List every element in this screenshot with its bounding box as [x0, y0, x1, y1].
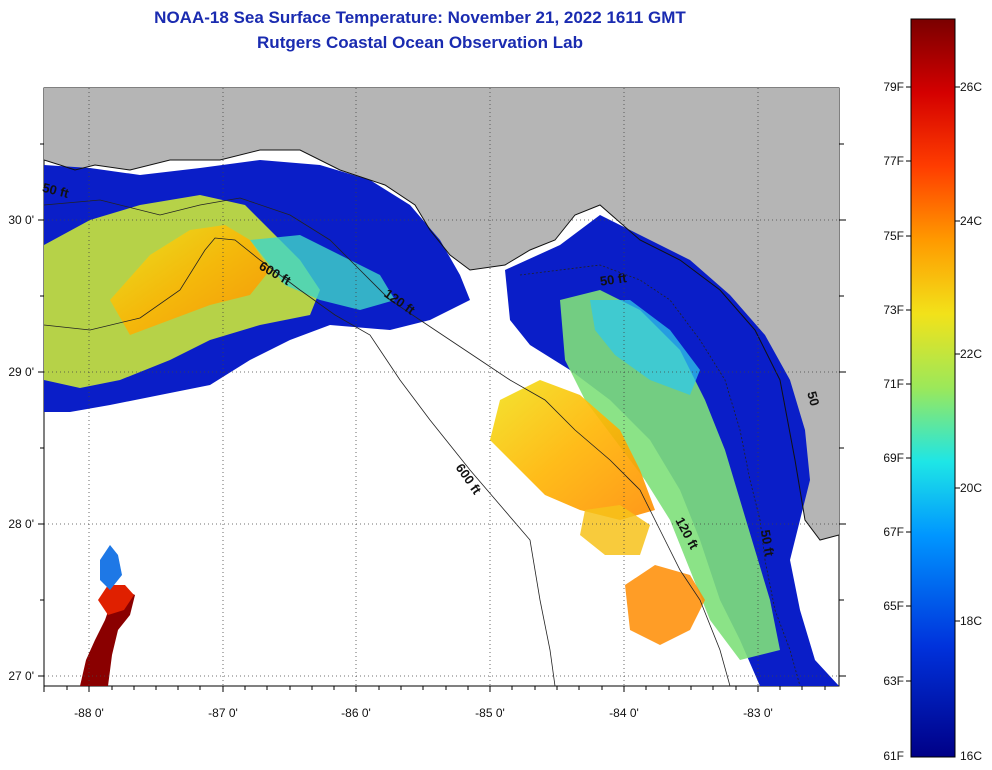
colorbar-f-label: 67F — [883, 525, 904, 539]
sst-warm-patches-east — [490, 380, 655, 520]
colorbar-c-label: 24C — [960, 214, 982, 228]
colorbar-gradient — [910, 18, 956, 758]
sst-hot-blob-sw-top — [98, 585, 134, 615]
sst-warm-core-west — [110, 225, 270, 335]
contour-120ft-west — [44, 197, 731, 686]
colorbar-f-label: 65F — [883, 599, 904, 613]
colorbar-c-label: 18C — [960, 614, 982, 628]
shoreline — [44, 149, 839, 541]
colorbar-f-label: 75F — [883, 229, 904, 243]
contour-label: 50 ft — [599, 270, 628, 289]
lat-tick-label: 27 0' — [8, 669, 34, 683]
sst-warm-patches-south — [625, 565, 705, 645]
colorbar-c-label: 26C — [960, 80, 982, 94]
colorbar-ticks — [906, 86, 960, 682]
contour-label: 50 — [804, 390, 822, 408]
sst-hot-blob-sw — [80, 590, 135, 686]
lon-tick-label: -86 0' — [341, 706, 371, 720]
lat-tick-label: 29 0' — [8, 365, 34, 379]
sst-cool-blob-sw — [100, 545, 122, 590]
contour-label: 50 ft — [41, 180, 71, 201]
lon-tick-label: -84 0' — [609, 706, 639, 720]
colorbar-c-label: 22C — [960, 347, 982, 361]
colorbar-c-label: 20C — [960, 481, 982, 495]
colorbar-f-label: 69F — [883, 451, 904, 465]
lon-tick-label: -87 0' — [208, 706, 238, 720]
land-mass — [44, 88, 839, 540]
colorbar-f-label: 73F — [883, 303, 904, 317]
chart-subtitle: Rutgers Coastal Ocean Observation Lab — [257, 33, 583, 52]
colorbar-f-label: 77F — [883, 154, 904, 168]
chart-title: NOAA-18 Sea Surface Temperature: Novembe… — [154, 8, 686, 27]
colorbar-c-label: 16C — [960, 749, 982, 763]
lat-tick-label: 30 0' — [8, 213, 34, 227]
colorbar-f-label: 71F — [883, 377, 904, 391]
colorbar-f-label: 63F — [883, 674, 904, 688]
tick-marks — [38, 143, 846, 692]
sst-shelf-green — [560, 290, 780, 660]
sst-mid-patches-north — [250, 235, 395, 310]
sst-shelf-cyan — [590, 300, 700, 395]
graticule — [44, 88, 839, 686]
sst-warm-patches-south2 — [580, 505, 650, 555]
colorbar-f-label: 61F — [883, 749, 904, 763]
contour-label: 50 ft — [758, 528, 778, 558]
colorbar-f-label: 79F — [883, 80, 904, 94]
lat-tick-label: 28 0' — [8, 517, 34, 531]
lon-tick-label: -88 0' — [74, 706, 104, 720]
lon-tick-label: -85 0' — [475, 706, 505, 720]
lon-tick-label: -83 0' — [743, 706, 773, 720]
contour-600ft-west — [44, 237, 556, 686]
